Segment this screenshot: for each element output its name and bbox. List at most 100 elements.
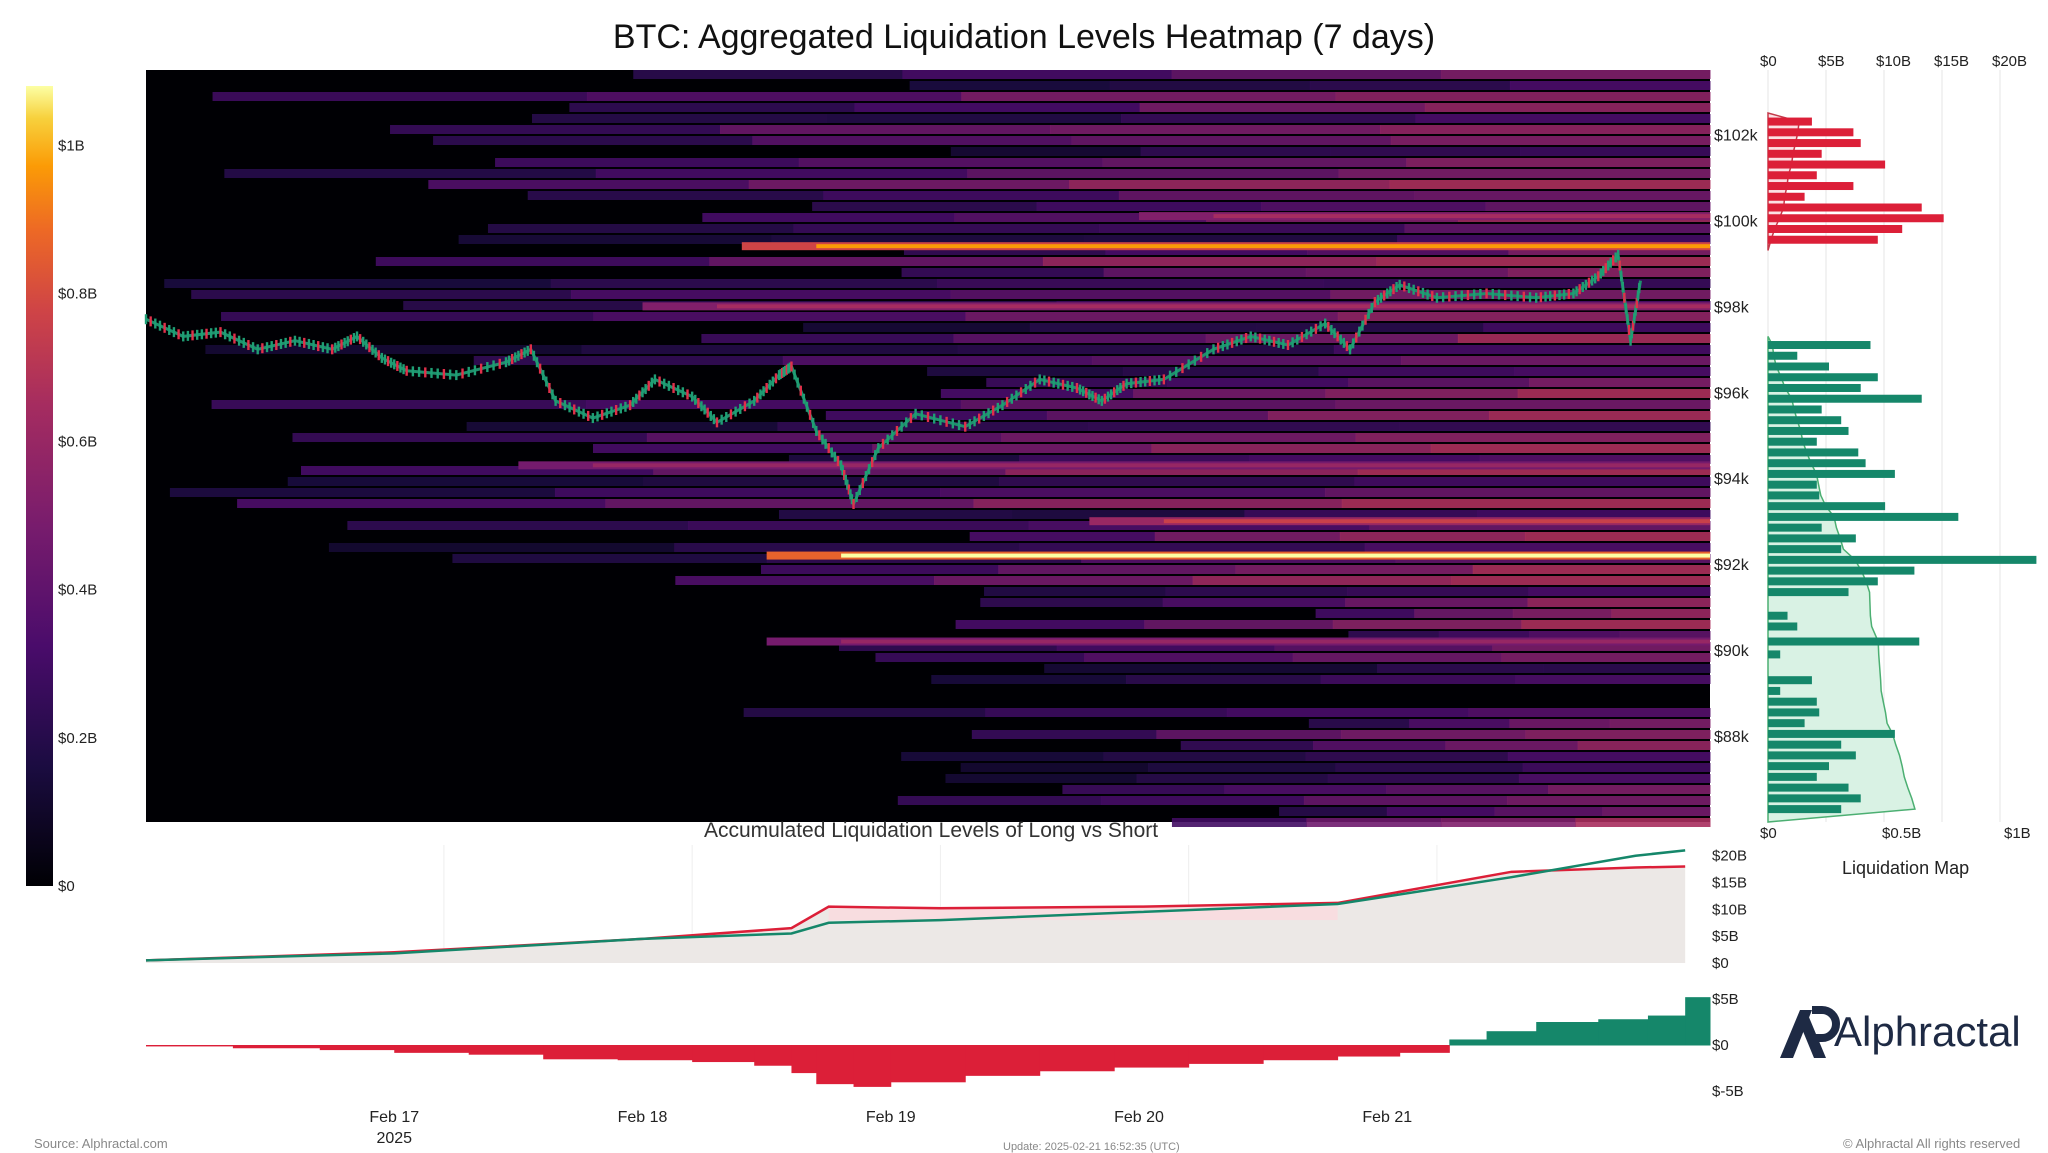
price-candle bbox=[987, 408, 990, 419]
heat-band bbox=[1341, 499, 1711, 508]
delta-bar bbox=[1188, 1045, 1264, 1064]
heat-band bbox=[1071, 136, 1392, 145]
price-candle bbox=[1052, 377, 1055, 388]
heat-band bbox=[933, 576, 1194, 585]
price-candle bbox=[964, 421, 967, 432]
heat-band bbox=[1102, 158, 1407, 167]
price-candle bbox=[1314, 323, 1318, 334]
heat-band bbox=[927, 367, 1124, 376]
price-candle bbox=[498, 358, 501, 369]
heat-band bbox=[1521, 620, 1711, 629]
heat-band bbox=[1364, 543, 1711, 552]
heat-band bbox=[1377, 664, 1545, 673]
heat-band bbox=[960, 763, 1149, 772]
price-candle bbox=[1548, 291, 1552, 302]
price-candle bbox=[631, 396, 635, 407]
price-candle bbox=[380, 352, 384, 363]
price-candle bbox=[1286, 340, 1290, 351]
heat-band bbox=[1340, 730, 1526, 739]
heat-band bbox=[985, 708, 1228, 717]
heat-band bbox=[1512, 609, 1612, 618]
heat-band bbox=[1337, 312, 1711, 321]
heat-band bbox=[1345, 598, 1529, 607]
heat-band bbox=[1575, 818, 1711, 827]
heat-band bbox=[909, 81, 1111, 90]
price-candle bbox=[658, 376, 661, 387]
heat-band bbox=[1333, 345, 1711, 354]
heat-band bbox=[527, 191, 824, 200]
price-candle bbox=[874, 450, 877, 461]
delta-bar bbox=[890, 1045, 966, 1083]
price-candle bbox=[1296, 334, 1299, 345]
price-candle bbox=[690, 391, 694, 402]
liq-short-bar bbox=[1768, 182, 1854, 191]
price-candle bbox=[1510, 290, 1513, 301]
heat-band bbox=[1494, 807, 1603, 816]
price-candle bbox=[1624, 303, 1628, 314]
price-candle bbox=[1472, 289, 1476, 300]
price-candle bbox=[1134, 377, 1138, 388]
price-candle bbox=[712, 414, 716, 425]
price-candle bbox=[393, 359, 396, 370]
price-candle bbox=[1607, 260, 1610, 271]
heat-band bbox=[1354, 477, 1711, 486]
heat-band bbox=[1098, 224, 1405, 233]
heat-band bbox=[1292, 653, 1502, 662]
price-candle bbox=[1539, 292, 1543, 303]
delta-bar bbox=[468, 1045, 544, 1055]
price-candle bbox=[1431, 291, 1434, 302]
heat-band bbox=[1376, 257, 1711, 266]
heat-band bbox=[1527, 598, 1711, 607]
price-candle bbox=[1407, 283, 1411, 294]
heat-band bbox=[1611, 609, 1711, 618]
heat-band bbox=[967, 169, 1340, 178]
heat-band bbox=[940, 389, 1134, 398]
price-candle bbox=[1324, 318, 1327, 329]
price-candle bbox=[1361, 320, 1364, 331]
price-candle bbox=[1125, 378, 1128, 389]
price-tick: $88k bbox=[1714, 729, 1750, 746]
price-candle bbox=[507, 355, 511, 366]
heat-band bbox=[901, 268, 1105, 277]
price-candle bbox=[700, 401, 703, 412]
price-candle bbox=[1088, 389, 1091, 400]
price-candle bbox=[520, 349, 523, 360]
heat-band bbox=[1249, 455, 1481, 464]
heat-band bbox=[674, 543, 1020, 552]
heat-band bbox=[1380, 125, 1711, 134]
price-candle bbox=[554, 395, 557, 406]
heat-band bbox=[998, 565, 1236, 574]
price-candle bbox=[951, 418, 955, 429]
price-candle bbox=[1584, 279, 1588, 290]
price-candle bbox=[1015, 390, 1018, 401]
price-candle bbox=[279, 338, 283, 349]
heat-band bbox=[593, 312, 967, 321]
heat-band bbox=[969, 532, 1156, 541]
price-candle bbox=[1168, 370, 1172, 381]
price-candle bbox=[196, 329, 199, 340]
heat-band bbox=[955, 620, 1145, 629]
heat-band bbox=[823, 191, 1120, 200]
price-candle bbox=[1634, 305, 1637, 316]
price-candle bbox=[709, 410, 712, 421]
price-candle bbox=[1638, 283, 1641, 294]
price-candle bbox=[334, 342, 337, 353]
price-candle bbox=[864, 471, 868, 482]
price-candle bbox=[650, 377, 654, 388]
price-candle bbox=[1364, 314, 1367, 325]
price-candle bbox=[957, 420, 961, 431]
liq-long-bar bbox=[1768, 762, 1829, 771]
price-candle bbox=[1479, 288, 1482, 299]
price-candle bbox=[1609, 257, 1612, 268]
heat-band bbox=[1451, 576, 1711, 585]
x-tick: Feb 20 bbox=[1114, 1109, 1164, 1126]
heat-band bbox=[1522, 763, 1711, 772]
heat-band bbox=[960, 400, 1336, 409]
heat-band bbox=[688, 521, 1030, 530]
price-candle bbox=[836, 456, 840, 467]
price-candle bbox=[843, 470, 846, 481]
liq-long-bar bbox=[1768, 405, 1822, 414]
price-candle bbox=[1611, 255, 1615, 266]
heat-band bbox=[458, 235, 772, 244]
price-candle bbox=[1175, 366, 1178, 377]
